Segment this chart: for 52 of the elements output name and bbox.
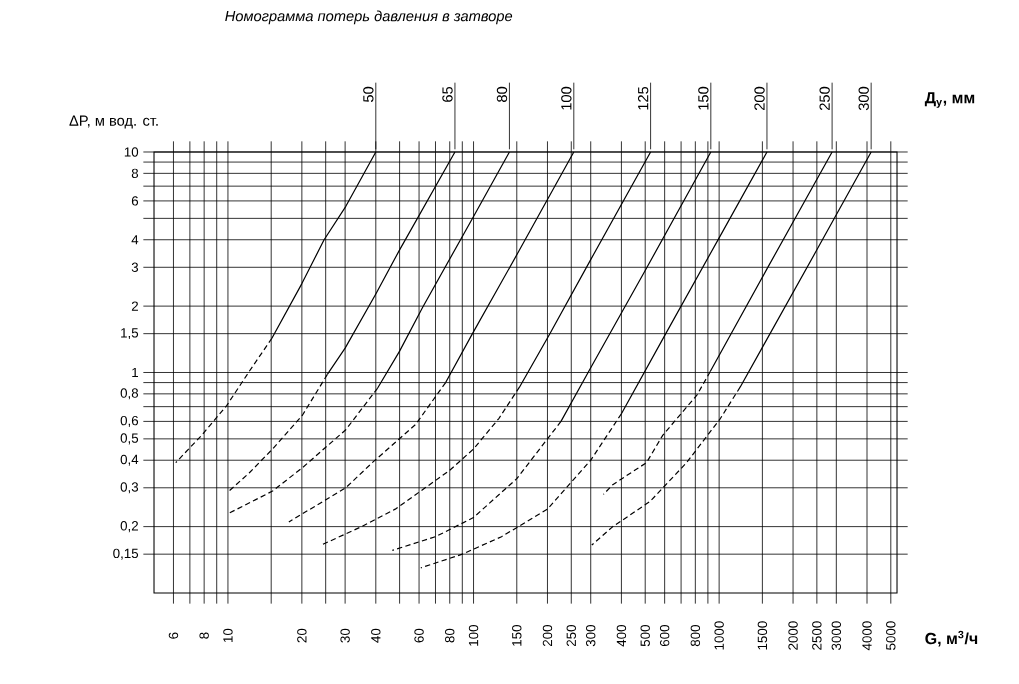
y-tick-label: 8 xyxy=(131,168,139,179)
y-tick-label: 3 xyxy=(131,262,139,272)
text: Д$_{у}$, мм xyxy=(924,92,975,108)
x-tick-label: 5000 xyxy=(886,621,896,650)
y-tick-label: 0,8 xyxy=(120,388,139,400)
x-tick-label: 8 xyxy=(199,632,209,639)
x-tick-label: 800 xyxy=(690,625,701,647)
text: 100 xyxy=(561,86,572,110)
text: 150 xyxy=(698,86,709,110)
x-tick-label: 30 xyxy=(340,628,350,643)
x-tick-label: 40 xyxy=(371,628,381,643)
y-tick-label: 0,15 xyxy=(113,548,139,560)
x-tick-label: 600 xyxy=(659,625,670,647)
text: 50 xyxy=(363,86,374,102)
x-tick-label: 400 xyxy=(616,625,627,647)
x-tick-label: 500 xyxy=(640,625,650,647)
x-tick-label: 1000 xyxy=(714,621,724,650)
chart-title: Номограмма потерь давления в затворе xyxy=(225,10,513,25)
x-tick-label: 250 xyxy=(566,625,576,647)
x-tick-label: 10 xyxy=(223,628,233,643)
text: 200 xyxy=(754,86,765,110)
x-tick-label: 100 xyxy=(468,625,479,646)
y-tick-label: 0,3 xyxy=(120,482,139,494)
x-tick-label: 2500 xyxy=(812,621,822,650)
y-tick-label: 0,2 xyxy=(120,521,138,533)
text: 250 xyxy=(819,86,830,110)
y-tick-label: 2 xyxy=(131,301,138,311)
y-tick-label: 0,5 xyxy=(120,433,139,445)
y-tick-label: 1,5 xyxy=(121,328,139,340)
text: 125 xyxy=(637,86,649,110)
x-tick-label: 80 xyxy=(445,628,455,643)
y-axis-title: ΔP, м вод. ст. xyxy=(69,115,158,129)
y-tick-label: 10 xyxy=(124,147,139,157)
x-tick-label: 2000 xyxy=(788,621,798,650)
y-tick-label: 0,4 xyxy=(120,454,139,466)
text: 65 xyxy=(442,86,453,102)
y-tick-label: 1 xyxy=(132,367,138,378)
x-tick-label: 60 xyxy=(414,628,424,643)
x-tick-label: 200 xyxy=(542,625,553,647)
x-tick-label: 4000 xyxy=(862,621,872,651)
y-tick-label: 0,6 xyxy=(120,415,139,427)
text: 80 xyxy=(496,86,508,102)
x-tick-label: 1500 xyxy=(757,621,768,650)
text: 300 xyxy=(858,86,869,111)
x-tick-label: 300 xyxy=(586,625,596,647)
x-tick-label: 150 xyxy=(512,625,522,646)
x-tick-label: 3000 xyxy=(831,621,842,650)
y-tick-label: 6 xyxy=(131,196,139,206)
x-tick-label: 20 xyxy=(297,628,307,643)
y-tick-label: 4 xyxy=(131,235,139,245)
text: G, м$^{3}$/ч xyxy=(925,630,978,647)
x-tick-label: 6 xyxy=(168,632,179,639)
